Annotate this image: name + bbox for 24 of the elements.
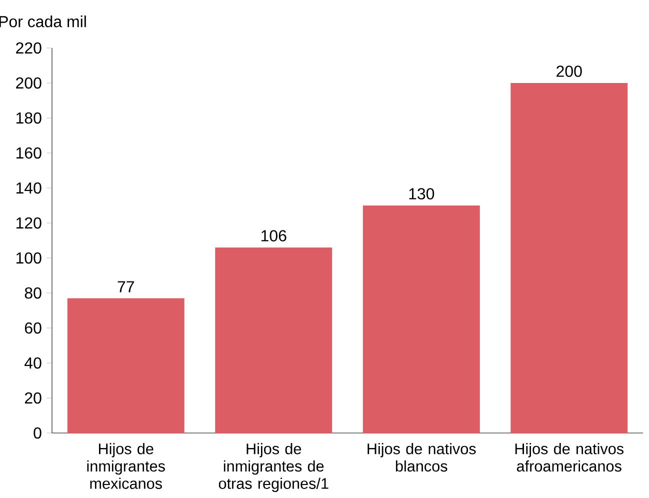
x-tick-label: Hijos de nativos blancos <box>368 443 476 472</box>
y-tick-label: 140 <box>16 182 42 194</box>
bar <box>362 205 480 433</box>
y-tick-label: 80 <box>24 287 42 299</box>
x-tick-label: Hijos de nativos afroamericanos <box>515 443 624 472</box>
y-tick-label: 160 <box>16 147 42 159</box>
bar <box>67 298 184 433</box>
y-tick-label: 180 <box>16 112 42 124</box>
bar <box>510 82 628 433</box>
y-tick-label: 40 <box>24 357 42 369</box>
y-tick-label: 60 <box>24 322 42 334</box>
bar <box>215 247 332 433</box>
y-tick-label: 220 <box>16 42 42 54</box>
y-tick-label: 120 <box>16 217 42 229</box>
y-tick-label: 100 <box>16 252 42 264</box>
y-tick-label: 200 <box>16 77 42 89</box>
y-tick-label: 0 <box>34 427 42 439</box>
data-label: 200 <box>556 66 582 77</box>
x-tick-label: Hijos de inmigrantes mexicanos <box>87 443 165 489</box>
data-label: 106 <box>261 230 286 242</box>
data-label: 77 <box>118 281 134 292</box>
data-label: 130 <box>409 188 434 200</box>
y-tick-label: 20 <box>24 392 42 404</box>
x-tick-label: Hijos de inmigrantes de otras regiones/1 <box>218 443 328 492</box>
